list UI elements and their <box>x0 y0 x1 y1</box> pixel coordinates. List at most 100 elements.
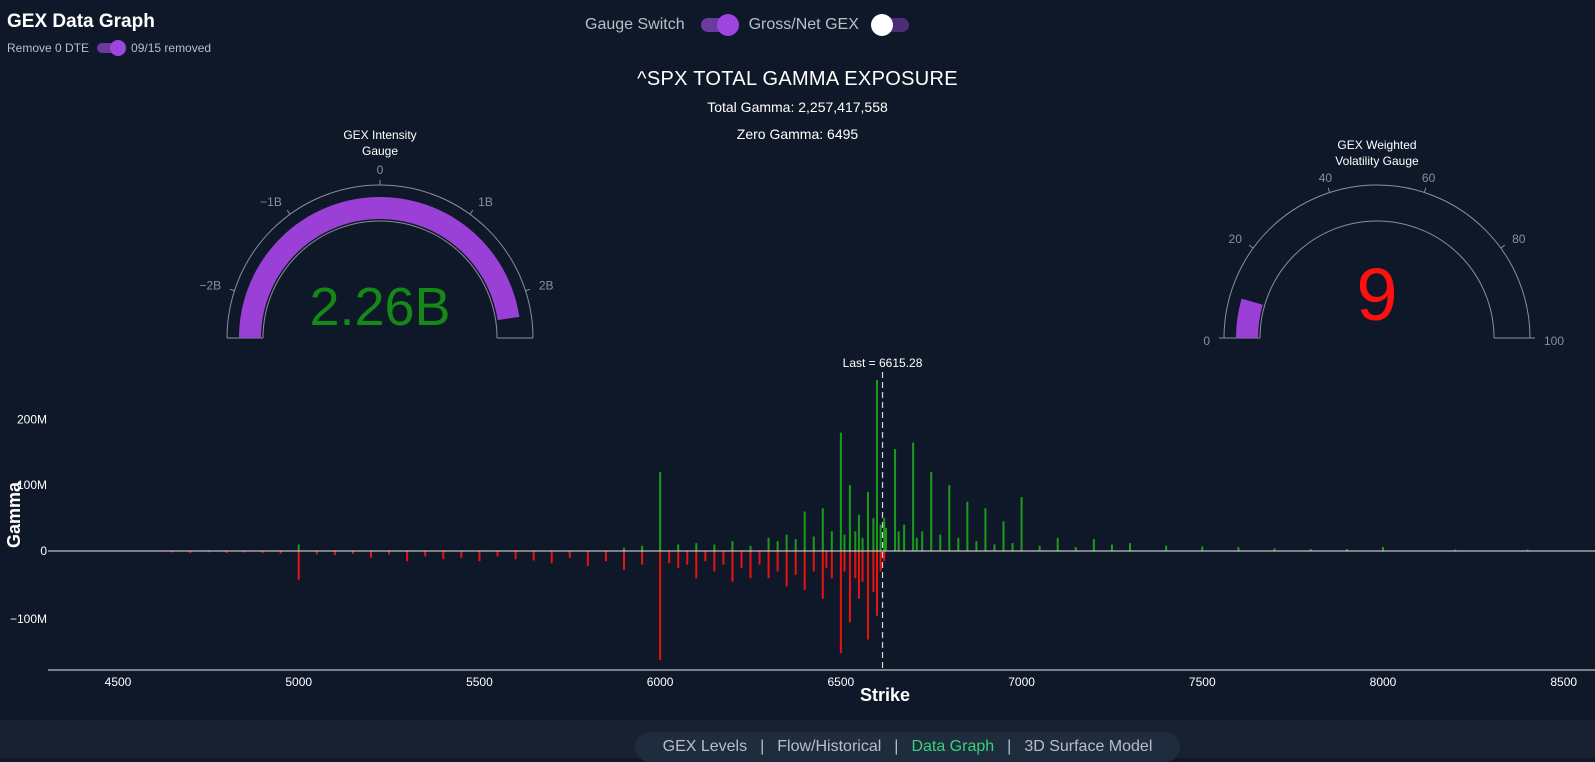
remove-dte-toggle[interactable] <box>97 40 127 56</box>
negative-gamma-bar <box>848 551 851 623</box>
positive-gamma-bar <box>894 449 897 551</box>
gex-figure: GEX Intensity Gauge 2.26B −2B −1B 0 1B 2B GE… <box>4 128 1595 705</box>
positive-gamma-bar <box>812 536 815 551</box>
positive-gamma-bar <box>866 491 869 551</box>
positive-gamma-bar <box>921 531 924 551</box>
positive-gamma-bar <box>872 518 875 551</box>
g2-tick <box>1327 187 1331 193</box>
negative-gamma-bar <box>861 551 864 582</box>
gross-net-toggle[interactable] <box>870 14 909 36</box>
negative-gamma-bar <box>279 551 282 554</box>
nav-data-graph[interactable]: Data Graph <box>911 738 995 755</box>
nav-gex-levels[interactable]: GEX Levels <box>662 738 748 755</box>
negative-gamma-bar <box>749 551 752 579</box>
g1-tick <box>286 209 291 215</box>
positive-gamma-bar <box>975 541 978 551</box>
g2-tick <box>1248 244 1254 249</box>
positive-gamma-bar <box>1382 547 1384 551</box>
negative-gamma-bar <box>854 551 857 579</box>
total-gamma-text: Total Gamma: 2,257,417,558 <box>707 99 888 115</box>
g1-inner-arc <box>262 220 498 339</box>
chart-main-title: ^SPX TOTAL GAMMA EXPOSURE <box>637 68 958 90</box>
positive-gamma-bar <box>915 537 918 551</box>
x-tick-label: 7500 <box>1189 675 1216 689</box>
positive-gamma-bar <box>1526 549 1529 551</box>
negative-gamma-bar <box>550 551 553 564</box>
y-tick-label: 200M <box>17 412 47 426</box>
axes-group: 4500 5000 5500 6000 6500 7000 7500 8000 8500 200M… <box>10 372 1595 689</box>
y-tick-label: −100M <box>10 612 47 626</box>
positive-gamma-bar <box>830 531 833 551</box>
negative-gamma-bar <box>695 551 698 579</box>
zero-gamma-text: Zero Gamma: 6495 <box>736 126 859 142</box>
top-switches: Gauge Switch Gross/Net GEX <box>585 14 909 36</box>
negative-gamma-bar <box>478 551 481 562</box>
positive-gamma-bar <box>1273 548 1276 551</box>
positive-gamma-bar <box>1020 497 1023 551</box>
positive-gamma-bar <box>713 544 716 551</box>
view-nav: GEX Levels | Flow/Historical | Data Grap… <box>635 732 1180 762</box>
negative-gamma-bar <box>785 551 788 587</box>
last-price-label: Last = 6615.28 <box>843 356 923 370</box>
negative-gamma-bar <box>189 551 192 554</box>
nav-separator: | <box>760 738 765 755</box>
negative-gamma-bar <box>297 551 300 580</box>
gex-intensity-gauge: GEX Intensity Gauge 2.26B −2B −1B 0 1B 2B <box>199 128 554 339</box>
negative-gamma-bar <box>883 551 886 562</box>
toggle-knob <box>716 14 739 36</box>
negative-gamma-bar <box>803 551 806 590</box>
nav-3d-surface-model[interactable]: 3D Surface Model <box>1024 738 1153 755</box>
gross-net-label: Gross/Net GEX <box>748 16 859 33</box>
g1-tick <box>525 288 531 292</box>
g2-tick-label: 20 <box>1229 232 1243 246</box>
gauge-switch-label: Gauge Switch <box>585 16 685 33</box>
positive-gamma-bar <box>854 531 857 551</box>
positive-gamma-bar <box>297 544 300 551</box>
positive-gamma-bar <box>794 539 797 551</box>
negative-gamma-bar <box>406 551 409 562</box>
x-tick-label: 6500 <box>828 675 855 689</box>
negative-gamma-bar <box>261 551 264 554</box>
positive-gamma-bar <box>1237 547 1240 551</box>
positive-gamma-bar <box>821 508 824 551</box>
g1-tick <box>469 209 474 215</box>
intensity-gauge-title-line2: Gauge <box>362 144 398 158</box>
positive-gamma-bar <box>1345 549 1348 551</box>
positive-gamma-bar <box>848 485 851 551</box>
gauge-switch-toggle[interactable] <box>700 14 739 36</box>
negative-gamma-bar <box>767 551 770 579</box>
negative-gamma-bar <box>812 551 815 572</box>
negative-gamma-bar <box>740 551 743 569</box>
toggle-knob <box>110 40 127 56</box>
negative-gamma-bar <box>604 551 607 562</box>
x-tick-label: 7000 <box>1008 675 1035 689</box>
g1-tick <box>229 288 235 292</box>
positive-gamma-bar <box>879 524 882 551</box>
g2-tick-label: 0 <box>1203 334 1210 348</box>
negative-gamma-bar <box>722 551 725 565</box>
positive-gamma-bar <box>1201 546 1204 551</box>
g2-tick-label: 80 <box>1512 232 1526 246</box>
negative-gamma-bar <box>333 551 336 556</box>
positive-gamma-bar <box>939 534 942 551</box>
positive-gamma-bar <box>1056 537 1059 551</box>
nav-flow-historical[interactable]: Flow/Historical <box>777 738 882 755</box>
negative-gamma-bar <box>686 551 689 565</box>
intensity-gauge-value: 2.26B <box>309 277 450 337</box>
positive-gamma-bar <box>659 472 662 551</box>
negative-gamma-bar <box>442 551 445 560</box>
positive-gamma-bar <box>897 531 900 551</box>
x-axis-label: Strike <box>860 685 910 705</box>
x-tick-label: 8000 <box>1370 675 1397 689</box>
positive-gamma-bar <box>993 544 996 551</box>
g2-tick <box>1423 187 1427 193</box>
remove-dte-label: Remove 0 DTE <box>7 41 90 55</box>
positive-gamma-bar <box>857 514 860 551</box>
y-tick-label: 0 <box>40 544 47 558</box>
bars-group <box>171 380 1529 660</box>
negative-gamma-bar <box>866 551 869 640</box>
negative-gamma-bar <box>825 551 828 569</box>
negative-gamma-bar <box>821 551 824 599</box>
negative-gamma-bar <box>843 551 846 572</box>
positive-gamma-bar <box>641 545 644 551</box>
